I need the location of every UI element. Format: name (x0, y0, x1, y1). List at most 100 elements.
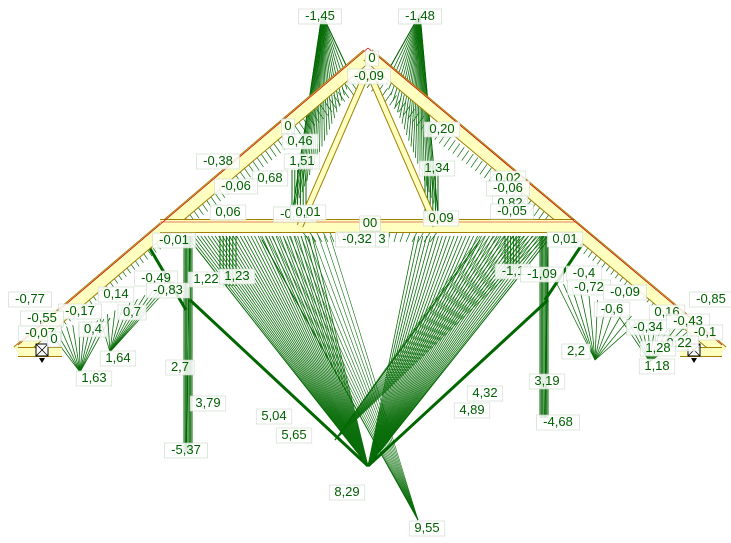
force-label-box (75, 370, 113, 387)
hatch-line (268, 235, 369, 467)
hatch-line (300, 235, 419, 521)
hatch-line (393, 98, 402, 109)
hatch-line (588, 295, 596, 361)
force-label-text: -0,05 (497, 203, 527, 218)
force-label: -0,38 (196, 153, 240, 170)
force-label: 5,65 (275, 427, 313, 444)
hatch-line (333, 94, 341, 106)
force-label-text: -0,72 (574, 279, 604, 294)
force-label-text: -0,06 (221, 178, 251, 193)
hatch-line (410, 13, 421, 147)
hatch-line (334, 235, 505, 441)
hatch-line (337, 91, 346, 102)
force-diagram-outline (143, 12, 587, 521)
force-label: -0,34 (626, 319, 670, 336)
hatch-line (475, 160, 483, 172)
force-label: 0,7 (117, 304, 147, 321)
hatch-line (367, 235, 420, 467)
force-label: -0,32 (335, 231, 379, 248)
force-label-text: 0 (284, 118, 291, 133)
force-label-text: 1,23 (224, 268, 249, 283)
hatch-line (461, 150, 470, 161)
force-label-box (561, 343, 591, 360)
force-label: -0,72 (567, 279, 611, 296)
force-label-text: 00 (363, 215, 377, 230)
force-label-box (283, 153, 321, 170)
hatch-line (367, 235, 498, 467)
hatch-line (384, 91, 393, 103)
force-label-text: 0,20 (429, 121, 454, 136)
hatch-line (452, 143, 461, 154)
force-label-box (520, 266, 564, 283)
force-label-box (97, 286, 135, 303)
hatch-line (580, 291, 596, 361)
force-label-text: 0,06 (215, 204, 240, 219)
hatch-line (401, 13, 421, 124)
hatch-line (594, 315, 632, 361)
force-label-text: 1,28 (645, 340, 670, 355)
force-label-text: 8,29 (334, 484, 359, 499)
force-label: -5,37 (164, 442, 208, 459)
force-label: 0,68 (251, 170, 289, 187)
hatch-line (321, 13, 325, 141)
hatch-line (334, 235, 510, 441)
hatch-line (367, 235, 475, 467)
hatch-line (109, 291, 153, 353)
force-label: -1,09 (520, 266, 564, 283)
hatch-line (60, 327, 81, 373)
force-label-text: 0,01 (552, 231, 577, 246)
hatch-line (307, 115, 316, 126)
hatch-line (334, 235, 520, 441)
hatch-line (334, 235, 500, 441)
hatch-line (250, 235, 369, 467)
force-label-text: 0,09 (428, 210, 453, 225)
left-rafter (14, 50, 372, 357)
hatch-line (272, 235, 369, 467)
force-label: -0,83 (146, 282, 190, 299)
force-label: -4,68 (536, 414, 580, 431)
force-label-box (99, 350, 137, 367)
hatch-line (416, 115, 424, 127)
force-label-text: 4,32 (472, 385, 497, 400)
force-label-box (418, 160, 456, 177)
force-label: 4,89 (453, 402, 491, 419)
force-label-box (196, 153, 240, 170)
force-label-box (453, 402, 491, 419)
hatch-line (288, 235, 419, 521)
force-label-box (689, 291, 731, 308)
force-label-text: 1,22 (193, 271, 218, 286)
force-label: 0 (46, 331, 61, 348)
force-label-text: 0,46 (287, 133, 312, 148)
force-label-text: -4,68 (543, 414, 573, 429)
hatch-line (479, 164, 488, 175)
force-label-box (423, 121, 461, 138)
hatch-line (329, 235, 419, 521)
force-label: -0,05 (490, 203, 534, 220)
hatch-line (412, 13, 421, 153)
force-label-text: 1,51 (289, 153, 314, 168)
hatch-line (399, 13, 421, 119)
force-label-box (490, 203, 534, 220)
force-label-box (152, 232, 196, 249)
force-label: 1,18 (638, 358, 676, 375)
force-label-text: -0,34 (633, 319, 663, 334)
hatch-line (470, 157, 479, 168)
hatch-line (367, 235, 439, 467)
force-label-box (214, 178, 258, 195)
force-label-box (466, 385, 504, 402)
hatch-line (407, 108, 415, 120)
hatch-line (443, 136, 452, 147)
force-label: -0,77 (8, 291, 52, 308)
force-label: 1,51 (283, 153, 321, 170)
hatch-line (72, 325, 81, 373)
force-label-text: 0,4 (84, 321, 102, 336)
hatch-line (341, 88, 350, 99)
force-label-box (398, 8, 442, 25)
force-label-text: 3,19 (534, 373, 559, 388)
hatch-line (571, 287, 596, 361)
force-label: -0,49 (134, 270, 178, 287)
force-label-text: 0,7 (123, 304, 141, 319)
force-label: 8,29 (328, 484, 366, 501)
hatch-line (367, 235, 428, 467)
pin-support-icon (35, 343, 49, 363)
